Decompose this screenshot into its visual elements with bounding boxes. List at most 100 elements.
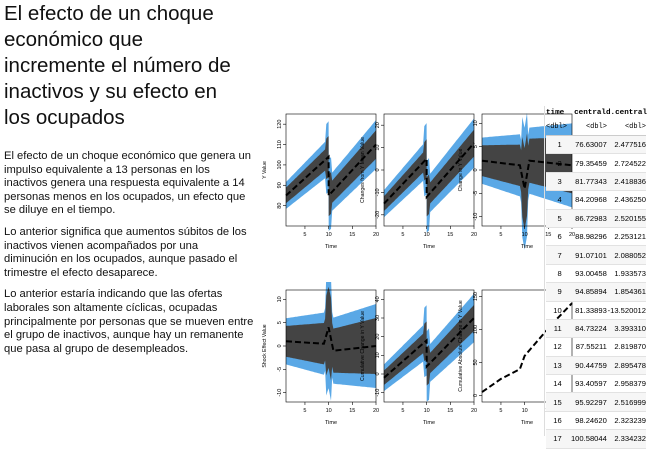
cell-central: 95.92297: [575, 397, 607, 407]
table-row: 17 100.58044 2.334232: [546, 430, 647, 449]
chart-cumulative-change-svg: 5 10 15 20 -10 0 10 20 30 40 Time Cumulative Change…: [360, 289, 477, 426]
table-row: 8 93.00458 1.933573: [546, 265, 646, 284]
band-inner: [384, 129, 474, 217]
header-d-central: d.central: [606, 108, 648, 117]
cell-d-central: 2.323239: [614, 416, 647, 426]
cell-time: 13: [553, 360, 562, 370]
y-axis-label: Changes from Y Mean Value: [360, 137, 366, 203]
y-tick-label: 80: [277, 203, 283, 209]
y-tick-label: -10: [277, 389, 283, 397]
cell-time: 7: [557, 250, 562, 260]
y-tick-label: 90: [277, 182, 283, 188]
y-tick-label: 150: [473, 292, 479, 301]
x-tick-label: 10: [522, 232, 528, 238]
y-tick-label: -5: [473, 191, 479, 196]
table-row: 12 87.55211 2.819870: [546, 338, 646, 357]
y-tick-label: 30: [375, 315, 381, 321]
y-tick-label: 10: [473, 120, 479, 126]
central-line: [383, 142, 475, 205]
central-line: [383, 317, 475, 379]
x-tick-label: 15: [447, 232, 453, 238]
central-line: [481, 159, 573, 189]
y-tick-label: -20: [375, 211, 381, 219]
cell-central: 94.85894: [575, 287, 607, 297]
table-row: 6 88.98296 2.253121: [546, 228, 646, 247]
y-tick-label: 120: [277, 120, 283, 129]
cell-central: 91.07101: [575, 250, 607, 260]
cell-time: 15: [553, 397, 562, 407]
cell-time: 10: [553, 305, 562, 315]
cell-central: 98.24620: [575, 416, 607, 426]
cell-d-central: 2.436250: [614, 195, 647, 205]
cell-central: 93.00458: [575, 268, 607, 278]
chart-shock-effect-svg: 5 10 15 20 -10 -5 0 5 10 Time Shock Effect Value: [262, 282, 379, 426]
band-inner: [384, 304, 474, 386]
cell-d-central: 2.516999: [614, 397, 647, 407]
x-tick-label: 5: [499, 408, 502, 414]
table-row: 7 91.07101 2.088052: [546, 246, 646, 265]
y-tick-label: 100: [473, 325, 479, 334]
chart-changes-from-mean-svg: 5 10 15 20 -20 -10 0 10 20 Time Changes from Y Mea…: [360, 113, 477, 250]
cell-time: 12: [553, 342, 562, 352]
header-central: central: [574, 108, 606, 117]
x-tick-label: 10: [424, 232, 430, 238]
x-tick-label: 10: [326, 232, 332, 238]
cell-time: 11: [553, 324, 562, 334]
cell-d-central: 2.477516: [614, 140, 647, 150]
x-axis-label: Time: [325, 420, 337, 426]
chart-shock-effect: 5 10 15 20 -10 -5 0 5 10 Time Shock Effect Value: [252, 282, 382, 432]
table-row: 9 94.85894 1.854361: [546, 283, 646, 302]
band-inner: [286, 286, 376, 381]
x-axis-label: Time: [423, 244, 435, 250]
cell-time: 3: [557, 176, 562, 186]
cell-d-central: 2.724522: [614, 158, 647, 168]
y-tick-label: -10: [375, 188, 381, 196]
paragraph-3: Lo anterior estaría indicando que las of…: [4, 288, 254, 355]
paragraph-1: El efecto de un choque económico que gen…: [4, 150, 251, 217]
y-tick-label: 10: [277, 296, 283, 302]
central-line: [285, 143, 377, 199]
cell-d-central: 2.334232: [614, 434, 647, 444]
table-row: 1 76.63007 2.477516: [546, 136, 647, 155]
y-tick-label: -5: [277, 367, 283, 372]
y-axis-label: Cumulative Change in Y Value: [360, 311, 366, 381]
x-tick-label: 5: [499, 232, 502, 238]
x-axis-label: Time: [521, 244, 533, 250]
y-tick-label: 0: [375, 168, 381, 171]
y-tick-label: 10: [375, 352, 381, 358]
table-row: 13 90.44759 2.895478: [546, 356, 646, 376]
x-tick-label: 5: [303, 232, 306, 238]
table-header: time central d.central: [546, 106, 648, 119]
x-tick-label: 20: [471, 232, 477, 238]
x-tick-label: 5: [401, 408, 404, 414]
x-tick-label: 20: [569, 232, 575, 238]
table-body: 1 76.63007 2.477516 2 79.35459 2.724522 3 81.77…: [546, 136, 646, 449]
cell-time: 5: [557, 213, 562, 223]
cell-time: 6: [557, 232, 562, 242]
cell-central: 84.73224: [575, 324, 607, 334]
x-tick-label: 15: [349, 232, 355, 238]
x-axis-label: Time: [325, 244, 337, 250]
slide-title: El efecto de un choque económico que inc…: [4, 2, 231, 129]
table-row: 3 81.77343 2.418836: [546, 172, 647, 192]
cell-central: 100.58044: [570, 434, 607, 444]
x-tick-label: 10: [424, 408, 430, 414]
cell-time: 2: [557, 158, 562, 168]
table-row: 11 84.73224 3.393310: [546, 319, 647, 339]
y-tick-label: 40: [375, 296, 381, 302]
cell-d-central: 2.418836: [614, 176, 647, 186]
cell-d-central: 2.520155: [614, 213, 647, 223]
x-tick-label: 20: [373, 232, 379, 238]
x-tick-label: 15: [349, 408, 355, 414]
cell-central: 79.35459: [575, 158, 607, 168]
cell-central: 93.40597: [575, 379, 607, 389]
table-row: 4 84.20968 2.436250: [546, 191, 647, 210]
y-tick-label: -10: [375, 389, 381, 397]
cell-d-central: 3.393310: [614, 324, 647, 334]
cell-d-central: -13.520012: [607, 305, 647, 315]
cell-time: 17: [553, 434, 562, 444]
cell-central: 90.44759: [575, 360, 607, 370]
table-row: 2 79.35459 2.724522: [546, 154, 647, 173]
y-tick-label: 5: [277, 321, 283, 324]
y-tick-label: 20: [375, 334, 381, 340]
